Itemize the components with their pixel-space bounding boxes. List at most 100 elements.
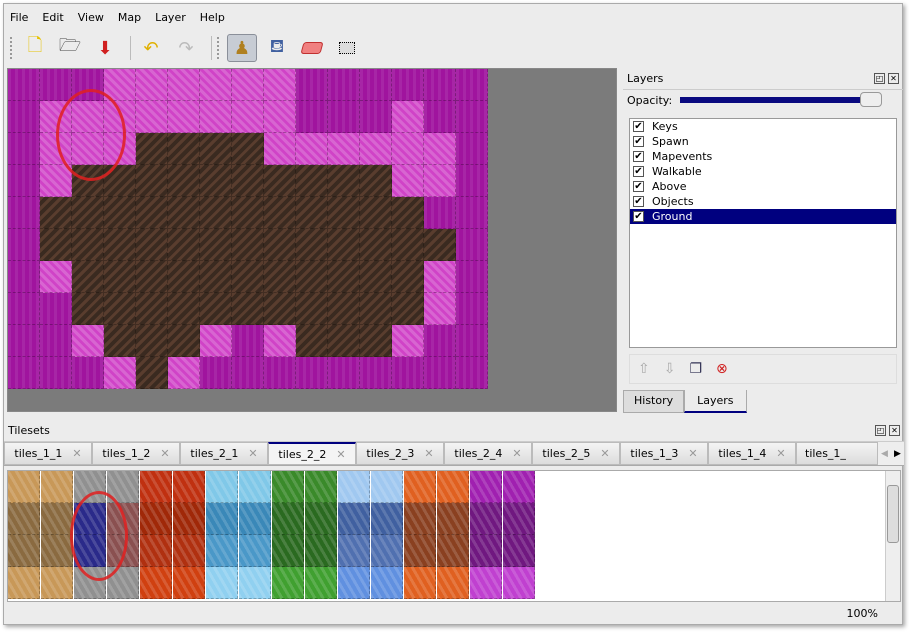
map-tile[interactable]	[136, 261, 168, 293]
layer-item-spawn[interactable]: ✔ Spawn	[630, 134, 896, 149]
move-layer-up-icon[interactable]: ⇧	[638, 361, 650, 377]
tileset-tile[interactable]	[470, 471, 502, 503]
tileset-tab[interactable]: tiles_2_4 ✕	[444, 442, 532, 465]
map-tile[interactable]	[328, 101, 360, 133]
map-tile[interactable]	[104, 165, 136, 197]
map-tile[interactable]	[168, 197, 200, 229]
map-tile[interactable]	[200, 357, 232, 389]
tileset-tile[interactable]	[305, 503, 337, 535]
scroll-left-icon[interactable]: ◀	[881, 449, 888, 459]
close-icon[interactable]: ✕	[889, 425, 900, 436]
layer-item-objects[interactable]: ✔ Objects	[630, 194, 896, 209]
tileset-tile[interactable]	[8, 471, 40, 503]
map-tile[interactable]	[392, 69, 424, 101]
map-tile[interactable]	[392, 325, 424, 357]
tileset-tile[interactable]	[503, 535, 535, 567]
tileset-tile[interactable]	[305, 471, 337, 503]
tab-layers[interactable]: Layers	[684, 390, 747, 413]
map-tile[interactable]	[8, 197, 40, 229]
map-tile[interactable]	[392, 133, 424, 165]
map-tile[interactable]	[328, 229, 360, 261]
map-tile[interactable]	[360, 357, 392, 389]
tileset-tile[interactable]	[41, 567, 73, 599]
map-tile[interactable]	[424, 293, 456, 325]
map-tile[interactable]	[328, 165, 360, 197]
tileset-tile[interactable]	[140, 471, 172, 503]
map-tile[interactable]	[456, 261, 488, 293]
tileset-tile[interactable]	[305, 535, 337, 567]
map-tile[interactable]	[264, 229, 296, 261]
menu-help[interactable]: Help	[199, 10, 225, 24]
map-tile[interactable]	[200, 133, 232, 165]
map-tile[interactable]	[360, 133, 392, 165]
map-tile[interactable]	[136, 325, 168, 357]
map-tile[interactable]	[8, 101, 40, 133]
map-tile[interactable]	[424, 69, 456, 101]
tab-history[interactable]: History	[623, 390, 685, 413]
visibility-checkbox[interactable]: ✔	[633, 196, 644, 207]
tileset-tile[interactable]	[338, 503, 370, 535]
map-tile[interactable]	[456, 101, 488, 133]
map-tile[interactable]	[456, 357, 488, 389]
map-tile[interactable]	[296, 357, 328, 389]
tileset-tile[interactable]	[239, 503, 271, 535]
map-tile[interactable]	[232, 325, 264, 357]
close-tab-icon[interactable]: ✕	[72, 447, 82, 460]
undo-icon[interactable]: ↶	[143, 37, 159, 59]
map-tile[interactable]	[424, 133, 456, 165]
map-tile[interactable]	[232, 261, 264, 293]
map-tile[interactable]	[136, 293, 168, 325]
map-tile[interactable]	[200, 165, 232, 197]
tileset-tile[interactable]	[239, 471, 271, 503]
tileset-tile[interactable]	[272, 567, 304, 599]
map-tile[interactable]	[104, 293, 136, 325]
map-tile[interactable]	[136, 133, 168, 165]
tileset-tile[interactable]	[239, 535, 271, 567]
toolbar-grip[interactable]	[217, 37, 221, 59]
map-tile[interactable]	[200, 325, 232, 357]
map-tile[interactable]	[104, 69, 136, 101]
map-tile[interactable]	[136, 165, 168, 197]
map-tile[interactable]	[360, 325, 392, 357]
tileset-tile[interactable]	[8, 535, 40, 567]
map-tile[interactable]	[328, 197, 360, 229]
tileset-tile[interactable]	[470, 567, 502, 599]
map-tile[interactable]	[296, 229, 328, 261]
close-icon[interactable]: ✕	[888, 73, 899, 84]
map-tile[interactable]	[136, 69, 168, 101]
tileset-tile[interactable]	[503, 471, 535, 503]
map-tile[interactable]	[168, 133, 200, 165]
tileset-tile[interactable]	[404, 471, 436, 503]
map-tile[interactable]	[424, 101, 456, 133]
tileset-tile[interactable]	[437, 567, 469, 599]
tileset-tab[interactable]: tiles_1_1 ✕	[4, 442, 92, 465]
map-tile[interactable]	[104, 357, 136, 389]
close-tab-icon[interactable]: ✕	[248, 447, 258, 460]
map-tile[interactable]	[72, 197, 104, 229]
tileset-tile[interactable]	[470, 535, 502, 567]
close-tab-icon[interactable]: ✕	[776, 447, 786, 460]
tileset-tab[interactable]: tiles_1_3 ✕	[620, 442, 708, 465]
map-tile[interactable]	[456, 293, 488, 325]
layer-item-keys[interactable]: ✔ Keys	[630, 119, 896, 134]
visibility-checkbox[interactable]: ✔	[633, 166, 644, 177]
map-tile[interactable]	[296, 165, 328, 197]
tileset-tile[interactable]	[173, 535, 205, 567]
tileset-tile[interactable]	[272, 535, 304, 567]
tileset-tile[interactable]	[338, 567, 370, 599]
scroll-right-icon[interactable]: ▶	[894, 449, 901, 459]
map-tile[interactable]	[200, 261, 232, 293]
tileset-tile[interactable]	[41, 535, 73, 567]
map-tile[interactable]	[264, 165, 296, 197]
tile-map[interactable]	[8, 69, 488, 389]
map-tile[interactable]	[296, 293, 328, 325]
visibility-checkbox[interactable]: ✔	[633, 151, 644, 162]
map-tile[interactable]	[40, 357, 72, 389]
save-icon[interactable]: ⬇	[97, 37, 113, 59]
map-tile[interactable]	[200, 293, 232, 325]
vertical-scrollbar[interactable]	[885, 471, 900, 601]
tileset-view[interactable]	[7, 470, 901, 602]
tileset-tile[interactable]	[503, 567, 535, 599]
map-tile[interactable]	[456, 165, 488, 197]
map-tile[interactable]	[296, 325, 328, 357]
